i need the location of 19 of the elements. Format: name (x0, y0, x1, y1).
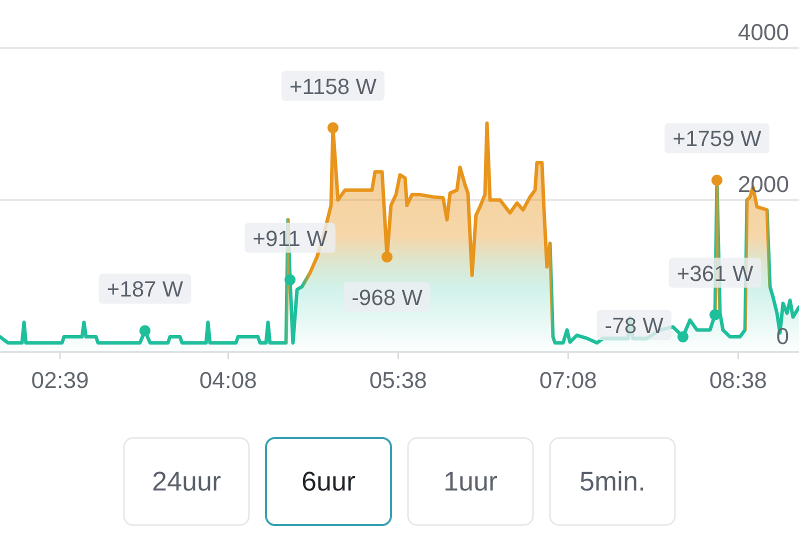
range-button: 6uur (265, 437, 392, 526)
range-button: 5min. (549, 437, 676, 526)
annotation: +1759 W (672, 126, 762, 151)
range-button: 1uur (407, 437, 534, 526)
annotation: -78 W (604, 312, 664, 338)
x-tick-label: 08:38 (709, 367, 767, 393)
y-tick-label: 2000 (738, 171, 789, 197)
annotation: +361 W (676, 260, 754, 286)
y-tick-label: 0 (776, 323, 789, 349)
x-tick-label: 02:39 (31, 367, 89, 393)
x-tick-label: 07:08 (539, 367, 597, 393)
x-tick-label: 04:08 (199, 367, 257, 393)
x-tick-label: 05:38 (369, 367, 427, 393)
range-button: 24uur (123, 437, 250, 526)
annotation: +1158 W (289, 73, 377, 98)
annotation: +187 W (106, 276, 184, 302)
annotation: -968 W (352, 284, 423, 310)
y-tick-label: 4000 (738, 19, 789, 45)
annotation: +911 W (252, 225, 328, 250)
